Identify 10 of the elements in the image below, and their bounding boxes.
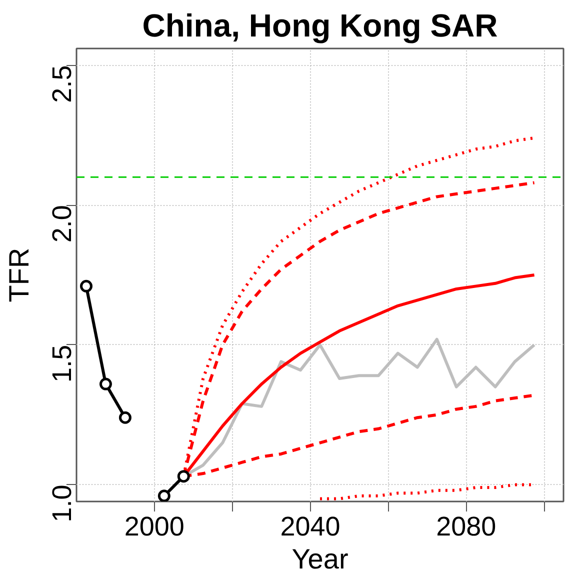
y-tick-label: 2.0: [47, 205, 77, 243]
chart-title: China, Hong Kong SAR: [142, 8, 498, 44]
x-tick-label: 2080: [436, 512, 496, 542]
y-tick-label: 1.5: [47, 344, 77, 382]
y-tick-label: 1.0: [47, 484, 77, 522]
y-axis-title: TFR: [4, 248, 34, 302]
y-tick-label: 2.5: [47, 65, 77, 103]
x-axis-title: Year: [292, 544, 348, 574]
x-tick-label: 2040: [280, 512, 340, 542]
x-tick-label: 2000: [124, 512, 184, 542]
